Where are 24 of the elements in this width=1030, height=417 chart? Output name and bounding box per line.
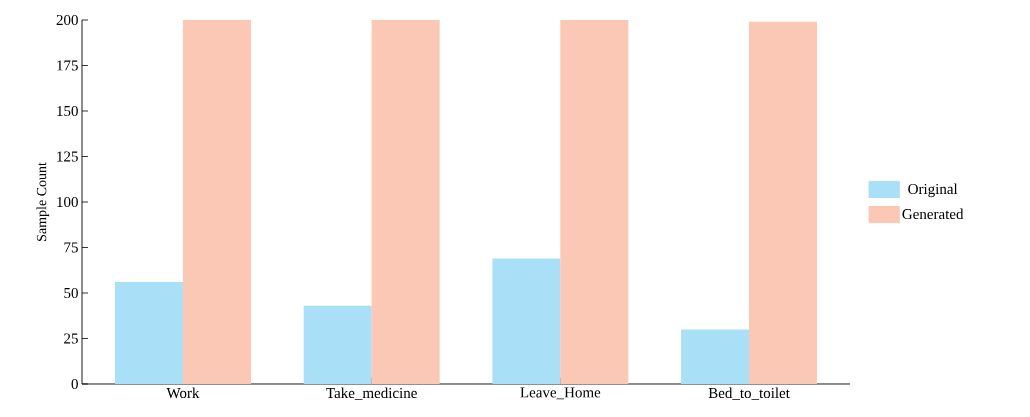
bar	[114, 282, 184, 384]
bar	[681, 329, 750, 384]
x-tick-label: Bed_to_toilet	[708, 387, 790, 400]
y-tick-label: 0	[71, 378, 78, 390]
y-tick-label: 75	[64, 242, 78, 253]
bar	[748, 21, 818, 384]
y-tick-label: 175	[57, 60, 78, 71]
x-tick-label: Take_medicine	[326, 387, 417, 400]
y-axis-title: Sample Count	[36, 162, 50, 241]
x-tick-label: Work	[166, 387, 200, 399]
y-tick-label: 200	[56, 14, 78, 26]
y-tick-label: 150	[57, 105, 78, 117]
x-tick-label: Leave_Home	[520, 387, 601, 400]
y-tick-label: 50	[64, 287, 78, 299]
legend-label: Original	[908, 183, 958, 198]
bar	[371, 20, 440, 384]
y-tick-label: 125	[57, 151, 78, 162]
bar	[560, 20, 629, 384]
y-tick-label: 25	[64, 333, 78, 344]
bar	[303, 305, 372, 384]
bar	[182, 20, 251, 384]
legend-label: Generated	[902, 208, 964, 220]
y-tick-label: 100	[57, 196, 78, 208]
bar	[492, 258, 561, 384]
